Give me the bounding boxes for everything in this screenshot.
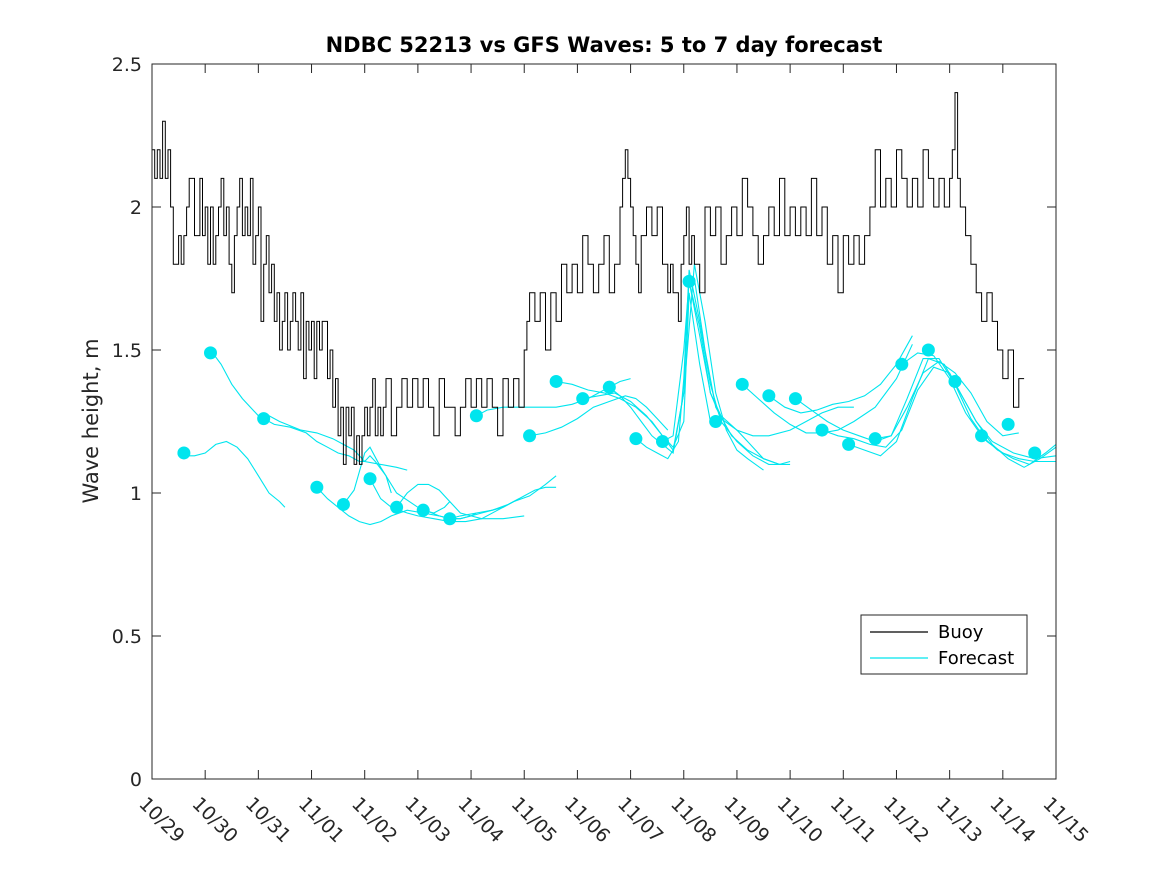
forecast-point — [975, 429, 989, 443]
forecast-point — [629, 432, 643, 446]
forecast-point — [390, 500, 404, 514]
y-tick-label: 0 — [130, 769, 142, 791]
forecast-point — [257, 412, 271, 426]
y-tick-label: 1 — [130, 483, 142, 505]
forecast-line-21 — [821, 366, 1057, 460]
forecast-point — [549, 374, 563, 388]
forecast-point — [735, 377, 749, 391]
forecast-line-11 — [529, 395, 669, 437]
forecast-line-16 — [662, 281, 791, 465]
legend-label-forecast: Forecast — [938, 648, 1014, 669]
forecast-line-2 — [210, 349, 392, 494]
forecast-point — [1028, 446, 1042, 460]
forecast-point — [788, 392, 802, 406]
forecast-line-7 — [396, 483, 451, 508]
forecast-line-1 — [183, 440, 286, 508]
forecast-line-15 — [635, 269, 791, 465]
chart-title: NDBC 52213 vs GFS Waves: 5 to 7 day fore… — [326, 33, 883, 57]
y-tick-label: 1.5 — [112, 340, 142, 362]
forecast-point — [655, 435, 669, 449]
forecast-line-14 — [608, 264, 764, 471]
forecast-point — [948, 374, 962, 388]
axes-box — [151, 63, 1057, 780]
forecast-point — [523, 429, 537, 443]
legend-box — [860, 614, 1028, 675]
plot-area — [152, 92, 1057, 526]
forecast-point — [921, 343, 935, 357]
forecast-line-12 — [556, 292, 711, 449]
y-tick-label: 2.5 — [112, 54, 142, 76]
forecast-point — [815, 423, 829, 437]
forecast-point — [895, 357, 909, 371]
forecast-line-19 — [768, 335, 913, 414]
forecast-point — [602, 380, 616, 394]
forecast-point — [842, 437, 856, 451]
y-axis-label: Wave height, m — [79, 338, 103, 503]
forecast-point — [336, 497, 350, 511]
legend: Buoy Forecast — [860, 614, 1028, 675]
forecast-point — [709, 415, 723, 428]
forecast-point — [868, 432, 882, 446]
forecast-line-23 — [875, 358, 1056, 463]
forecast-point — [762, 389, 776, 403]
forecast-point — [1001, 417, 1015, 431]
forecast-point — [443, 512, 457, 526]
forecast-point — [177, 446, 191, 460]
y-axis-ticks: 0 0.5 1 1.5 2 2.5 — [112, 54, 1056, 791]
y-tick-label: 0.5 — [112, 626, 142, 648]
forecast-line-20 — [795, 360, 1019, 443]
axes — [151, 63, 1057, 780]
forecast-line-9 — [449, 486, 557, 520]
forecast-point — [203, 346, 217, 360]
forecast-line-17 — [688, 281, 854, 437]
buoy-line — [152, 92, 1025, 465]
forecast-point — [416, 503, 430, 517]
forecast-point — [682, 274, 696, 288]
y-tick-label: 2 — [130, 197, 142, 219]
forecast-line-8 — [423, 500, 525, 520]
legend-label-buoy: Buoy — [938, 622, 984, 643]
forecast-point — [363, 472, 377, 486]
forecast-point — [469, 409, 483, 423]
forecast-point — [576, 392, 590, 406]
forecast-point — [310, 480, 324, 494]
